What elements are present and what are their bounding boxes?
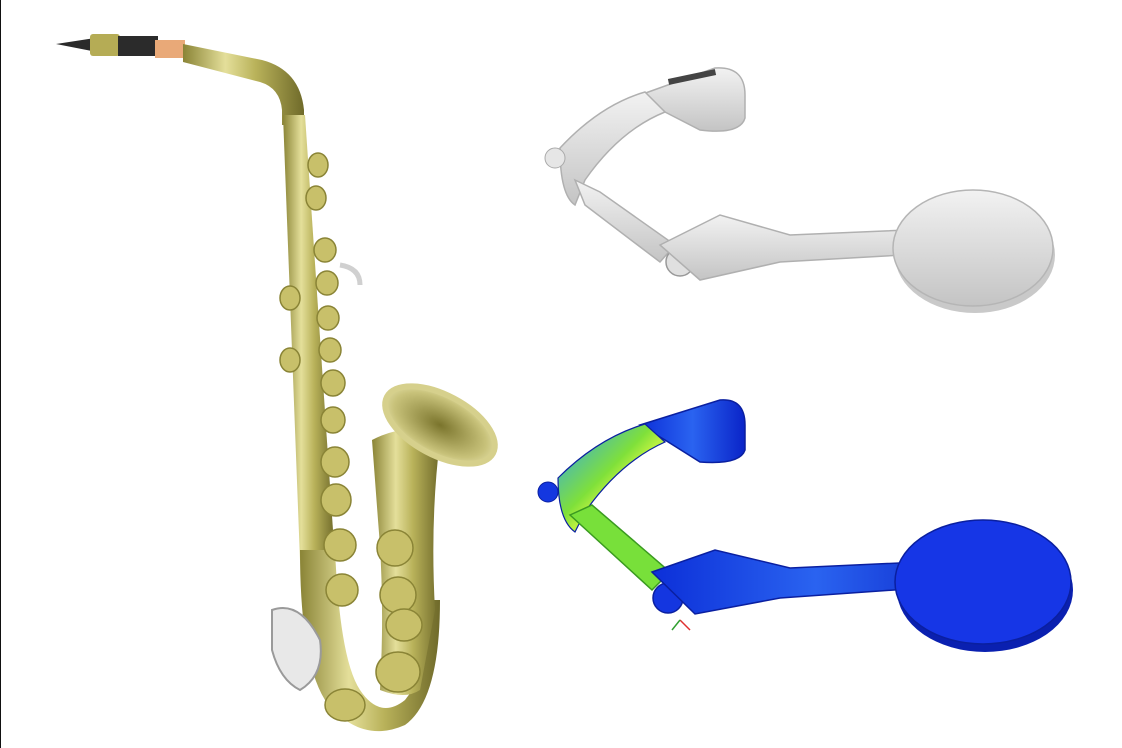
mouthpiece-tip [56,38,97,52]
neck [183,44,304,125]
body-tube [283,115,335,560]
bell-flare [382,383,498,467]
key-guard [271,607,322,692]
lever-arm-plain [544,67,1055,313]
cork [155,40,185,58]
sax-keys [279,152,423,722]
lever-arm-stress-plot [537,399,1073,652]
frame-edge [0,0,1,748]
saxophone [56,34,498,732]
ligature [90,34,120,56]
